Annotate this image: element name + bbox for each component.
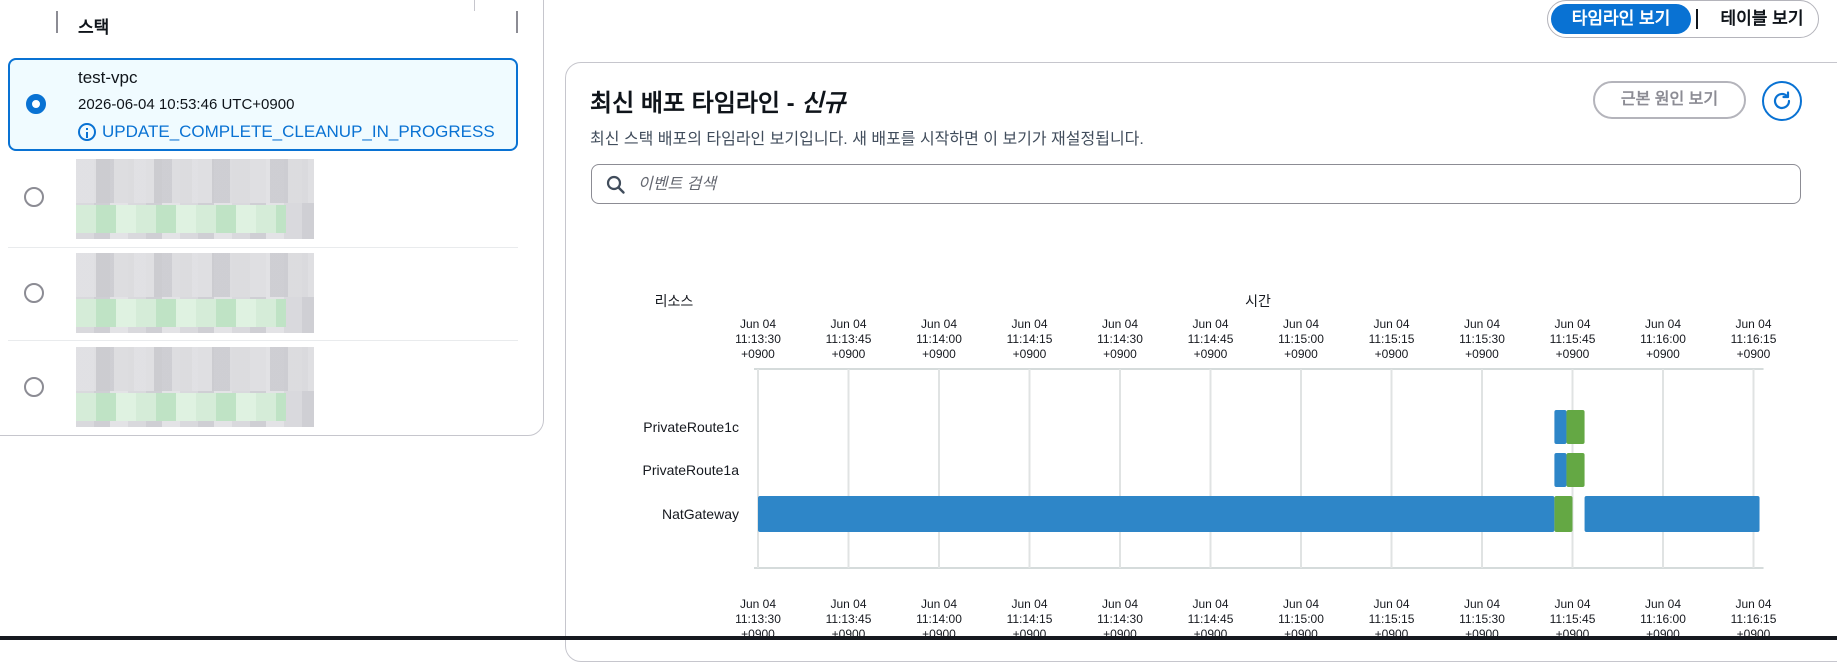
resource-bar-in-progress [1554, 453, 1567, 487]
resource-bars [758, 410, 1760, 532]
tick-label: Jun 04 11:15:00 +0900 [1278, 597, 1324, 641]
resource-bar-complete [1554, 496, 1573, 532]
resource-labels: PrivateRoute1c PrivateRoute1a NatGateway [642, 419, 739, 522]
stack-radio[interactable] [24, 187, 44, 207]
tick-label: Jun 04 11:14:00 +0900 [916, 317, 962, 361]
root-cause-button[interactable]: 근본 원인 보기 [1593, 81, 1746, 119]
column-resize-handle[interactable] [56, 11, 58, 33]
search-icon [606, 175, 625, 194]
tick-label: Jun 04 11:15:15 +0900 [1369, 317, 1415, 361]
tick-label: Jun 04 11:16:15 +0900 [1731, 317, 1777, 361]
tick-label: Jun 04 11:16:00 +0900 [1640, 317, 1686, 361]
stack-timestamp: 2026-06-04 10:53:46 UTC+0900 [78, 96, 295, 113]
stack-status: UPDATE_COMPLETE_CLEANUP_IN_PROGRESS [78, 122, 495, 142]
tick-label: Jun 04 11:14:45 +0900 [1188, 317, 1234, 361]
tick-label: Jun 04 11:16:00 +0900 [1640, 597, 1686, 641]
tick-label: Jun 04 11:14:00 +0900 [916, 597, 962, 641]
tick-label: Jun 04 11:13:45 +0900 [826, 597, 872, 641]
tick-label: Jun 04 11:14:30 +0900 [1097, 597, 1143, 641]
resource-name-label: NatGateway [662, 506, 739, 522]
timeline-panel: 최신 배포 타임라인 - 신규 최신 스택 배포의 타임라인 보기입니다. 새 … [565, 62, 1837, 662]
stack-row[interactable] [8, 159, 518, 239]
stack-row[interactable] [8, 253, 518, 333]
stack-row-selected[interactable]: test-vpc 2026-06-04 10:53:46 UTC+0900 UP… [8, 58, 518, 151]
tick-label: Jun 04 11:14:45 +0900 [1188, 597, 1234, 641]
stack-column-header: 스택 [56, 7, 520, 41]
tick-label: Jun 04 11:15:30 +0900 [1459, 597, 1505, 641]
panel-divider [474, 0, 475, 11]
tick-label: Jun 04 11:15:45 +0900 [1550, 317, 1596, 361]
tick-label: Jun 04 11:14:15 +0900 [1007, 317, 1053, 361]
time-axis-label: 시간 [1245, 293, 1271, 309]
timeline-view-button[interactable]: 타임라인 보기 [1551, 4, 1691, 34]
resource-bar-complete [1566, 410, 1585, 444]
info-icon [78, 123, 96, 141]
column-resize-handle[interactable] [516, 11, 518, 33]
stack-status-text: UPDATE_COMPLETE_CLEANUP_IN_PROGRESS [102, 122, 495, 141]
panel-title-text: 최신 배포 타임라인 - [590, 90, 802, 117]
stack-list-panel: 스택 test-vpc 2026-06-04 10:53:46 UTC+0900… [0, 0, 544, 436]
window-bottom-edge [0, 636, 1837, 640]
tick-label: Jun 04 11:13:30 +0900 [735, 597, 781, 641]
panel-title: 최신 배포 타임라인 - 신규 [590, 83, 845, 118]
resource-axis-label: 리소스 [655, 293, 694, 309]
tick-label: Jun 04 11:16:15 +0900 [1731, 597, 1777, 641]
panel-title-suffix: 신규 [801, 90, 846, 117]
resource-bar-complete [1566, 453, 1585, 487]
stack-radio[interactable] [24, 283, 44, 303]
refresh-icon [1773, 91, 1791, 110]
resource-bar-in-progress [758, 496, 1555, 532]
tick-label: Jun 04 11:14:15 +0900 [1007, 597, 1053, 641]
chart-grid [754, 368, 1764, 569]
obscured-stack-info [76, 159, 314, 239]
tick-label: Jun 04 11:13:45 +0900 [826, 317, 872, 361]
tick-label: Jun 04 11:15:00 +0900 [1278, 317, 1324, 361]
tick-label: Jun 04 11:15:15 +0900 [1369, 597, 1415, 641]
tick-label: Jun 04 11:15:30 +0900 [1459, 317, 1505, 361]
obscured-stack-info [76, 253, 314, 333]
panel-description: 최신 스택 배포의 타임라인 보기입니다. 새 배포를 시작하면 이 보기가 재… [590, 131, 1144, 148]
time-ticks-bottom: Jun 04 11:13:30 +0900 Jun 04 11:13:45 +0900 Ju… [735, 597, 1777, 641]
tick-label: Jun 04 11:15:45 +0900 [1550, 597, 1596, 641]
resource-bar-in-progress [1554, 410, 1567, 444]
resource-bar-in-progress [1584, 496, 1760, 532]
view-toggle: 타임라인 보기 테이블 보기 [1547, 0, 1819, 38]
toggle-divider [1696, 9, 1698, 29]
stack-row[interactable] [8, 347, 518, 427]
stack-name[interactable]: test-vpc [78, 68, 138, 87]
obscured-stack-info [76, 347, 314, 427]
time-ticks-top: Jun 04 11:13:30 +0900 Jun 04 11:13:45 +0900 Ju… [735, 317, 1777, 361]
stack-column-label: 스택 [78, 18, 110, 37]
table-view-button[interactable]: 테이블 보기 [1720, 9, 1804, 28]
resource-name-label: PrivateRoute1a [642, 462, 739, 478]
tick-label: Jun 04 11:13:30 +0900 [735, 317, 781, 361]
row-divider [8, 340, 518, 341]
row-divider [8, 247, 518, 248]
stack-radio[interactable] [24, 377, 44, 397]
resource-name-label: PrivateRoute1c [643, 419, 739, 435]
event-search[interactable] [591, 164, 1801, 204]
event-search-input[interactable] [636, 171, 1790, 199]
refresh-button[interactable] [1762, 81, 1802, 121]
tick-label: Jun 04 11:14:30 +0900 [1097, 317, 1143, 361]
deployment-timeline-chart: 리소스 시간 Jun 04 11:13:30 +0900 Jun 04 11:13:45… [642, 293, 1777, 641]
stack-radio-selected[interactable] [26, 94, 46, 114]
